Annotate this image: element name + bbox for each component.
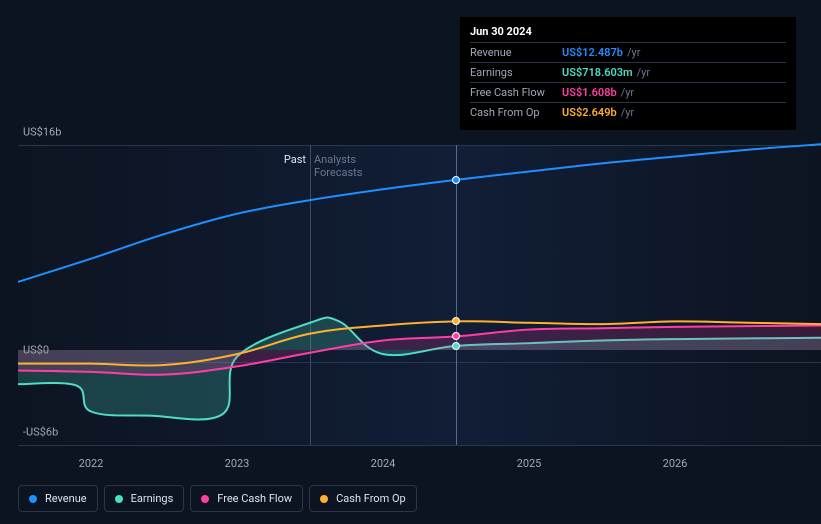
tooltip-value: US$2.649b: [562, 106, 617, 119]
tooltip-label: Free Cash Flow: [470, 86, 562, 99]
x-axis-label: 2025: [517, 457, 542, 470]
x-axis-label: 2026: [663, 457, 688, 470]
tooltip-suffix: /yr: [627, 46, 640, 59]
tooltip-title: Jun 30 2024: [470, 25, 786, 42]
legend-label: Earnings: [131, 492, 174, 505]
legend-item-cash_from_op[interactable]: Cash From Op: [309, 485, 417, 512]
legend: Revenue Earnings Free Cash Flow Cash From O…: [18, 485, 417, 512]
x-axis-label: 2024: [371, 457, 396, 470]
free_cash_flow-marker[interactable]: [452, 332, 460, 340]
tooltip-suffix: /yr: [637, 66, 650, 79]
tooltip: Jun 30 2024 RevenueUS$12.487b/yrEarnings…: [460, 17, 796, 130]
tooltip-row: RevenueUS$12.487b/yr: [470, 42, 786, 62]
revenue-line[interactable]: [18, 144, 821, 282]
legend-dot-icon: [115, 495, 123, 503]
tooltip-value: US$718.603m: [562, 66, 633, 79]
x-axis-label: 2023: [225, 457, 250, 470]
tooltip-value: US$1.608b: [562, 86, 617, 99]
tooltip-label: Cash From Op: [470, 106, 562, 119]
revenue-marker[interactable]: [452, 176, 460, 184]
tooltip-row: Free Cash FlowUS$1.608b/yr: [470, 82, 786, 102]
tooltip-row: EarningsUS$718.603m/yr: [470, 62, 786, 82]
legend-label: Cash From Op: [336, 492, 406, 505]
earnings-marker[interactable]: [452, 342, 460, 350]
cash_from_op-marker[interactable]: [452, 317, 460, 325]
legend-label: Revenue: [45, 492, 87, 505]
legend-dot-icon: [201, 495, 209, 503]
x-axis-label: 2022: [79, 457, 104, 470]
legend-dot-icon: [29, 495, 37, 503]
legend-dot-icon: [320, 495, 328, 503]
tooltip-value: US$12.487b: [562, 46, 623, 59]
legend-item-earnings[interactable]: Earnings: [104, 485, 185, 512]
tooltip-label: Earnings: [470, 66, 562, 79]
tooltip-suffix: /yr: [621, 86, 634, 99]
legend-item-free_cash_flow[interactable]: Free Cash Flow: [190, 485, 303, 512]
tooltip-row: Cash From OpUS$2.649b/yr: [470, 102, 786, 122]
legend-label: Free Cash Flow: [217, 492, 292, 505]
tooltip-label: Revenue: [470, 46, 562, 59]
legend-item-revenue[interactable]: Revenue: [18, 485, 98, 512]
tooltip-suffix: /yr: [621, 106, 634, 119]
